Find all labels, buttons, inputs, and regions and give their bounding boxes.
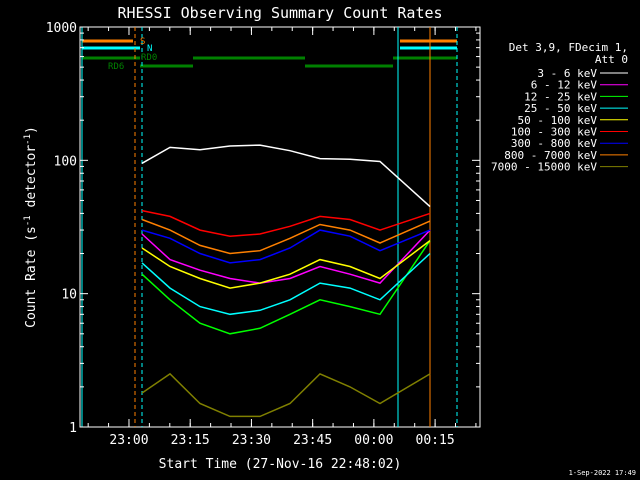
- generation-timestamp: 1-Sep-2022 17:49: [569, 469, 636, 477]
- chart-title: RHESSI Observing Summary Count Rates: [117, 4, 442, 22]
- attenuator-segments: [82, 39, 457, 68]
- x-tick-label: 00:00: [354, 433, 393, 448]
- y-tick-label: 100: [54, 154, 77, 169]
- y-axis-label: Count Rate (s-1 detector-1): [23, 126, 39, 328]
- x-axis-ticks: 23:00 23:15 23:30 23:45 00:00 00:15: [87, 27, 477, 448]
- series-line: [141, 252, 431, 316]
- x-tick-label: 23:30: [232, 433, 271, 448]
- x-tick-label: 23:45: [293, 433, 332, 448]
- legend-label: 25 - 50 keV: [524, 102, 597, 115]
- y-tick-label: 1000: [46, 21, 77, 36]
- x-tick-label: 23:15: [171, 433, 210, 448]
- y-tick-label: 10: [61, 288, 77, 303]
- segment-label-rd0: RD0: [141, 53, 157, 63]
- series-line: [141, 372, 431, 418]
- legend-label: 12 - 25 keV: [524, 90, 597, 103]
- series-line: [141, 240, 431, 335]
- series-line: [141, 229, 431, 284]
- series-line: [141, 209, 431, 237]
- legend-header-line-1: Det 3,9, FDecim 1,: [509, 41, 628, 54]
- x-axis-label: Start Time (27-Nov-16 22:48:02): [159, 457, 402, 472]
- legend-label: 7000 - 15000 keV: [491, 161, 597, 174]
- series-line: [141, 240, 431, 289]
- segment-label-s: S: [140, 37, 145, 47]
- legend-label: 6 - 12 keV: [531, 79, 598, 92]
- legend-label: 50 - 100 keV: [518, 114, 598, 127]
- legend-label: 800 - 7000 keV: [504, 149, 597, 162]
- y-axis-ticks: 1 10 100 1000: [46, 21, 480, 436]
- legend-label: 300 - 800 keV: [511, 137, 597, 150]
- legend-label: 3 - 6 keV: [537, 67, 597, 80]
- plot-frame: [79, 26, 481, 428]
- event-markers: [81, 27, 458, 427]
- segment-label-rd6: RD6: [108, 62, 124, 72]
- series-line: [141, 229, 431, 264]
- series-line: [141, 144, 431, 208]
- legend-header-line-2: Att 0: [595, 53, 628, 66]
- legend-label: 100 - 300 keV: [511, 126, 597, 139]
- x-tick-label: 23:00: [109, 433, 148, 448]
- y-tick-label: 1: [69, 421, 77, 436]
- segment-label-n: N: [147, 44, 152, 54]
- x-tick-label: 00:15: [416, 433, 455, 448]
- series-line: [141, 218, 431, 255]
- series-lines: [141, 144, 431, 418]
